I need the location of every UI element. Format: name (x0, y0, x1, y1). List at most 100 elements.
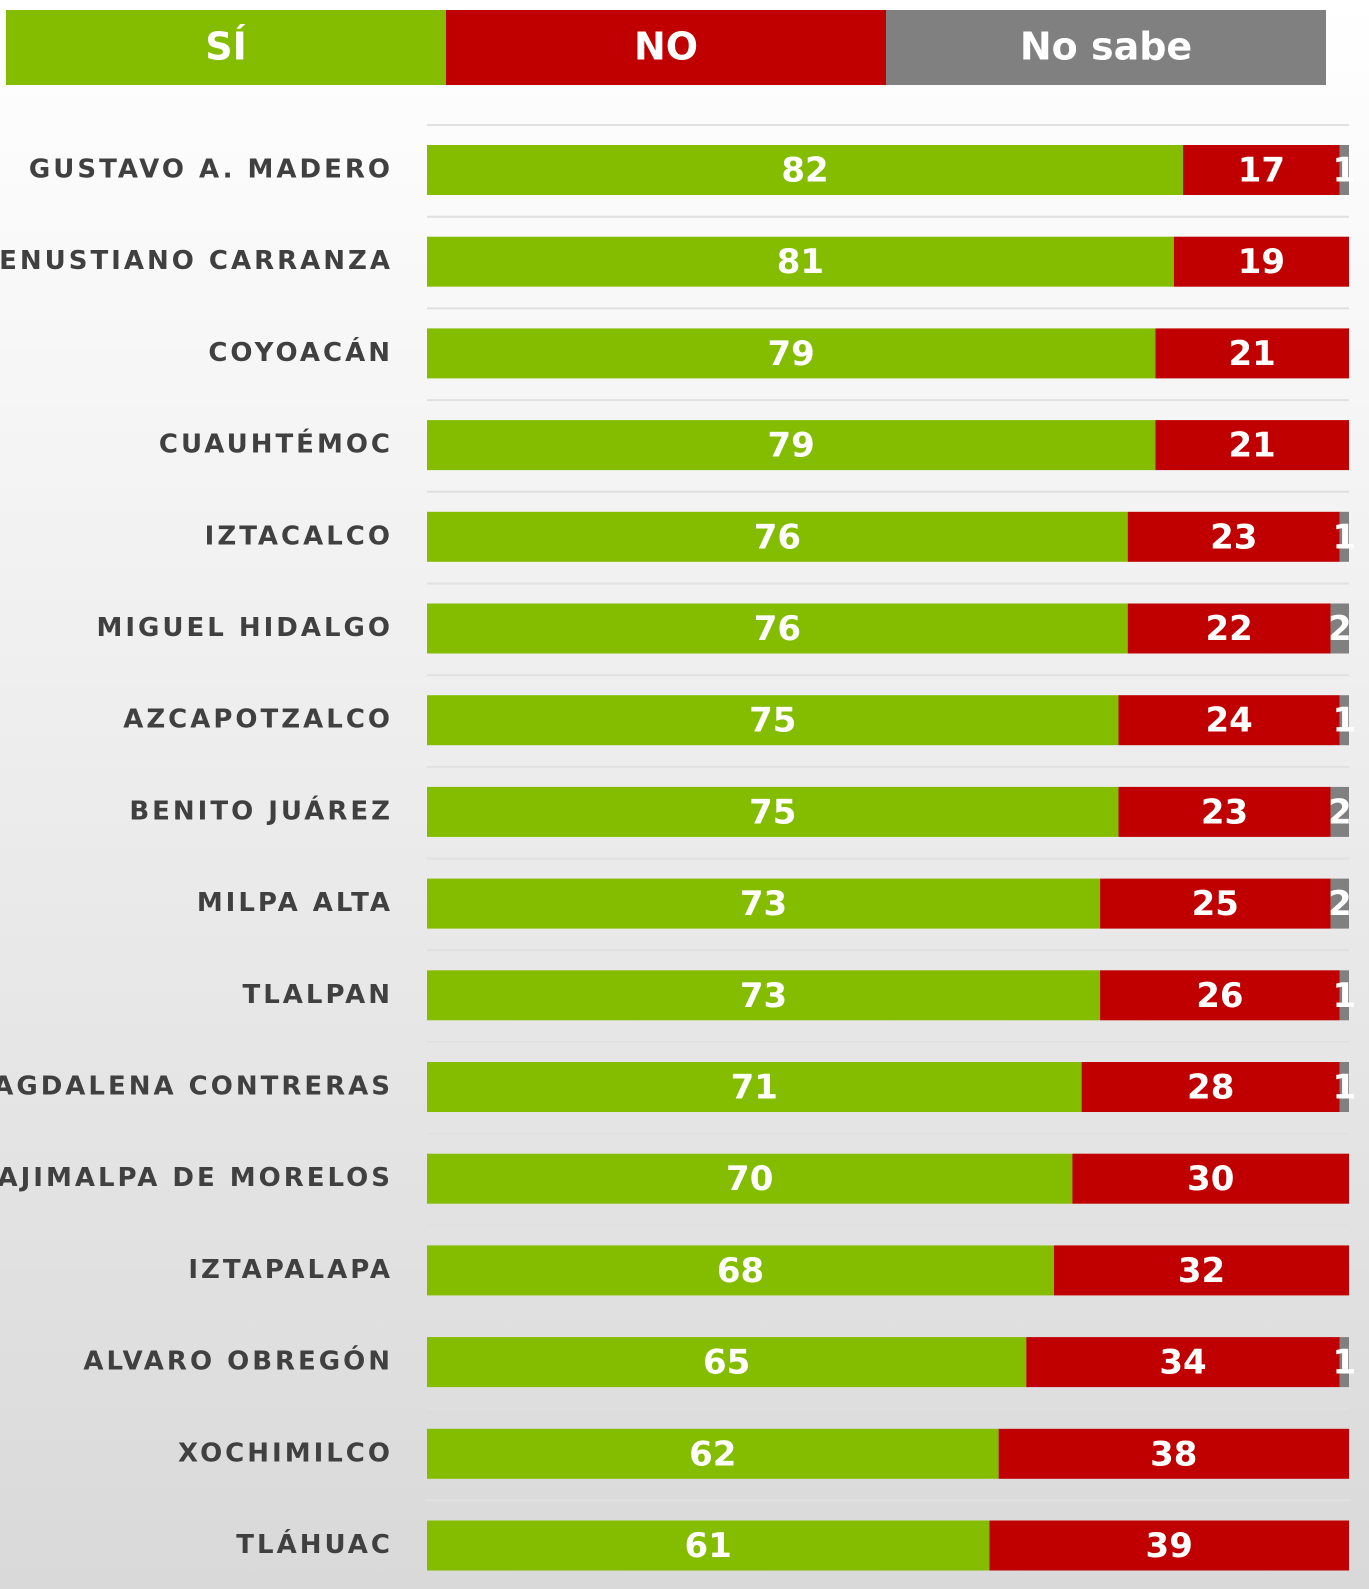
value-label: 68 (717, 1251, 764, 1291)
value-label: 79 (768, 334, 815, 374)
bar-segment (427, 970, 1101, 1021)
value-label: 81 (777, 242, 824, 282)
value-label: 32 (1178, 1251, 1225, 1291)
value-label: 23 (1201, 792, 1248, 832)
bar-segment (1339, 511, 1349, 562)
bar-segment (427, 603, 1128, 654)
value-label: 26 (1196, 976, 1243, 1016)
bar-segment (427, 1428, 999, 1479)
legend-swatch (886, 10, 1326, 85)
value-label: 2 (1328, 884, 1352, 924)
bar-segment (1127, 603, 1331, 654)
bar-segment (1118, 786, 1331, 837)
value-label: 1 (1333, 151, 1357, 191)
value-label: 34 (1159, 1343, 1206, 1383)
bar-segment (1183, 145, 1340, 195)
value-label: 76 (754, 517, 801, 557)
value-label: 62 (689, 1434, 736, 1474)
bar-segment (1155, 420, 1349, 471)
bar-segment (1053, 1245, 1349, 1296)
y-tick-label: AZCAPOTZALCO (123, 705, 393, 735)
bar-segment (1127, 511, 1340, 562)
value-label: 73 (740, 976, 787, 1016)
value-label: 1 (1333, 517, 1357, 557)
value-label: 75 (749, 792, 796, 832)
bar-segment (1072, 1153, 1349, 1204)
value-label: 1 (1333, 701, 1357, 741)
y-tick-label: MIGUEL HIDALGO (96, 613, 393, 643)
value-label: 30 (1187, 1159, 1234, 1199)
bar-segment (1330, 878, 1349, 929)
y-tick-label: MAGDALENA CONTRERAS (0, 1072, 393, 1102)
y-tick-label: BENITO JUÁREZ (129, 794, 393, 826)
legend-label: SÍ (205, 25, 247, 69)
bar-segment (1118, 695, 1340, 746)
y-tick-label: MILPA ALTA (197, 888, 393, 918)
value-label: 24 (1205, 701, 1252, 741)
y-tick-label: IZTACALCO (205, 521, 393, 551)
value-label: 28 (1187, 1068, 1234, 1108)
value-label: 73 (740, 884, 787, 924)
y-tick-label: CUAUHTÉMOC (159, 428, 393, 460)
y-tick-label: XOCHIMILCO (178, 1438, 393, 1468)
legend-label: No sabe (1020, 25, 1192, 69)
y-tick-label: TLALPAN (242, 980, 393, 1010)
y-tick-label: GUSTAVO A. MADERO (29, 155, 393, 185)
value-label: 23 (1210, 517, 1257, 557)
value-label: 1 (1333, 1068, 1357, 1108)
value-label: 2 (1328, 792, 1352, 832)
bar-segment (1330, 786, 1349, 837)
value-label: 71 (731, 1068, 778, 1108)
value-label: 2 (1328, 609, 1352, 649)
y-tick-label: COYOACÁN (208, 336, 393, 368)
bar-segment (427, 786, 1119, 837)
value-label: 39 (1146, 1526, 1193, 1566)
bar-segment (1100, 878, 1331, 929)
bar-segment (427, 1337, 1027, 1388)
value-label: 17 (1238, 151, 1285, 191)
value-label: 79 (768, 426, 815, 466)
bar-segment (427, 1520, 990, 1571)
bar-segment (1339, 1062, 1349, 1112)
bar-segment (427, 878, 1101, 929)
value-label: 61 (685, 1526, 732, 1566)
bar-segment (1339, 1337, 1349, 1388)
bar-segment (427, 511, 1128, 562)
value-label: 22 (1205, 609, 1252, 649)
value-label: 65 (703, 1343, 750, 1383)
bar-segment (427, 420, 1156, 471)
bar-segment (1026, 1337, 1340, 1388)
value-label: 21 (1229, 334, 1276, 374)
bar-segment (998, 1428, 1349, 1479)
value-label: 1 (1333, 1343, 1357, 1383)
bar-segment (427, 695, 1119, 746)
value-label: 70 (726, 1159, 773, 1199)
bar-segment (427, 1062, 1082, 1112)
legend-swatch (446, 10, 886, 85)
legend-label: NO (634, 25, 698, 69)
bar-segment (1100, 970, 1340, 1021)
bar-segment (1339, 695, 1349, 746)
bar-segment (1155, 328, 1349, 379)
y-tick-label: ALVARO OBREGÓN (83, 1345, 393, 1377)
value-label: 75 (749, 701, 796, 741)
value-label: 19 (1238, 242, 1285, 282)
bar-segment (1173, 236, 1349, 287)
y-tick-label: IZTAPALAPA (188, 1255, 393, 1285)
bar-segment (1081, 1062, 1340, 1112)
value-label: 38 (1150, 1434, 1197, 1474)
value-label: 21 (1229, 426, 1276, 466)
bar-segment (427, 236, 1174, 287)
y-tick-label: VENUSTIANO CARRANZA (0, 246, 393, 276)
value-label: 25 (1192, 884, 1239, 924)
bar-segment (1339, 145, 1349, 195)
bar-segment (427, 145, 1184, 195)
bar-segment (427, 1153, 1073, 1204)
bar-segment (989, 1520, 1349, 1571)
bar-segment (427, 328, 1156, 379)
bar-segment (1339, 970, 1349, 1021)
bar-segment (1330, 603, 1349, 654)
bar-segment (427, 1245, 1054, 1296)
value-label: 76 (754, 609, 801, 649)
